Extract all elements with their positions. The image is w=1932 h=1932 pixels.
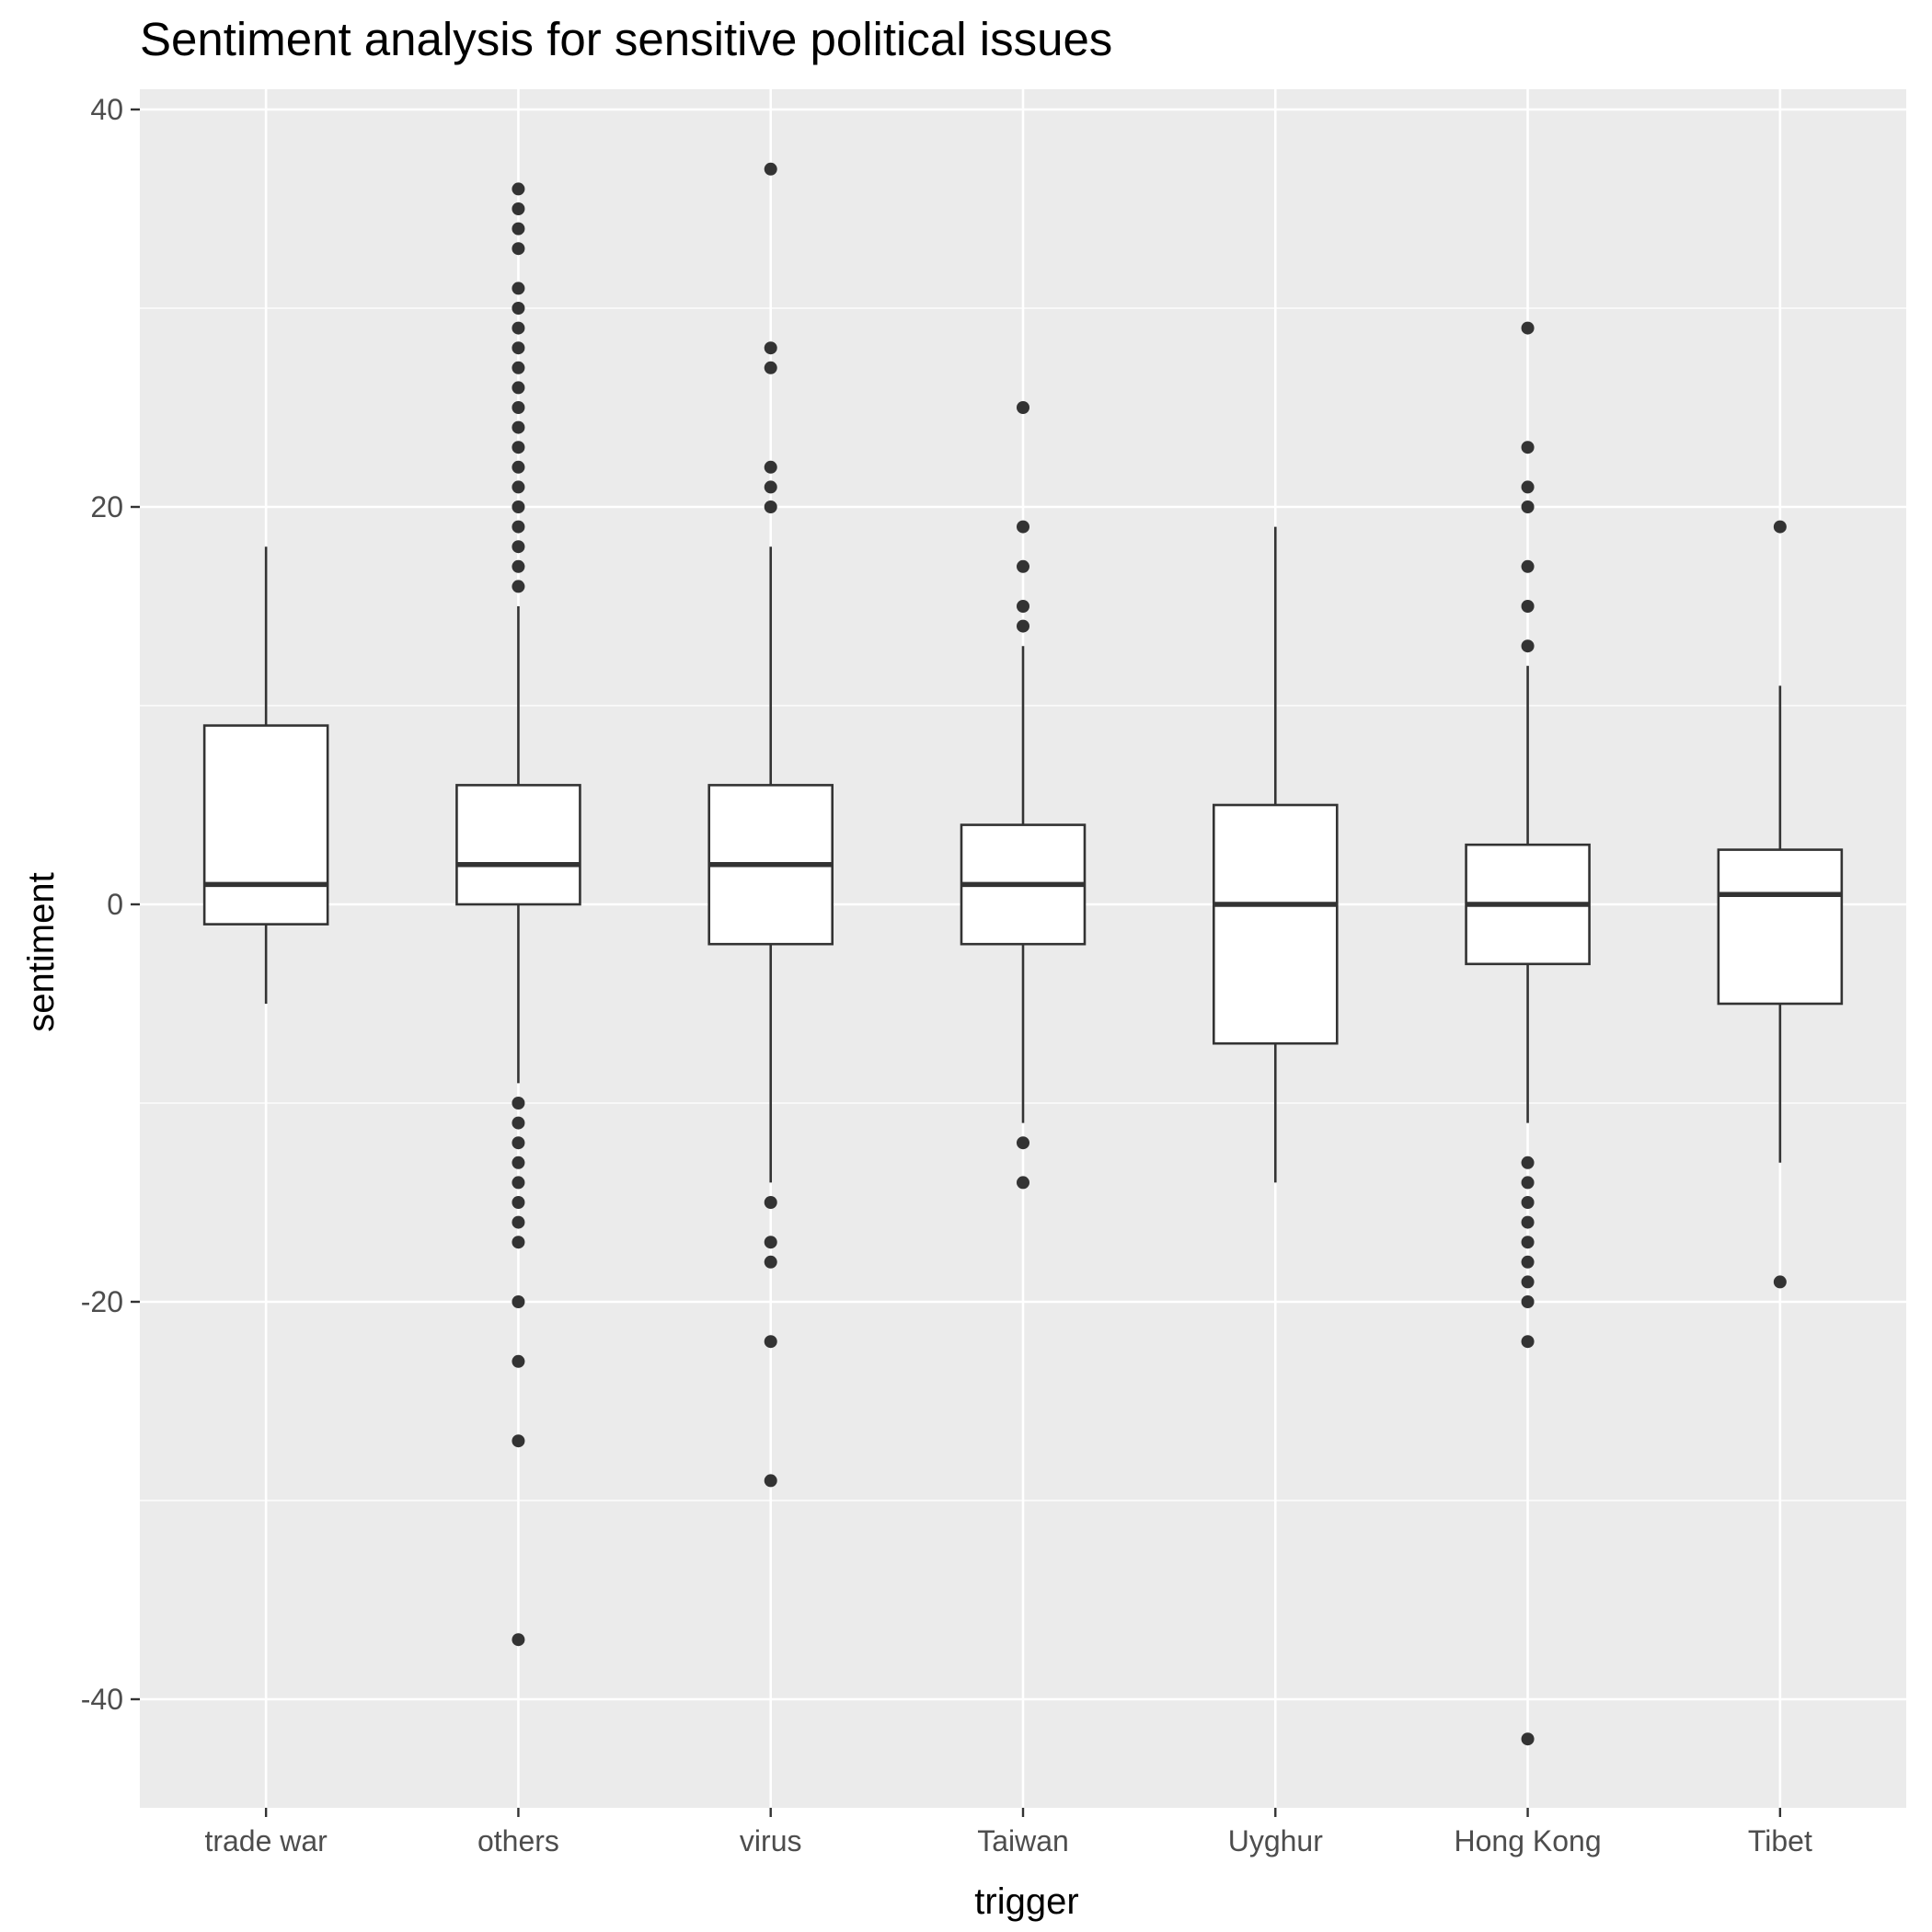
- outlier-point: [1521, 1732, 1535, 1746]
- outlier-point: [512, 302, 525, 315]
- outlier-point: [764, 361, 777, 374]
- outlier-point: [512, 1116, 525, 1130]
- y-axis-title: sentiment: [21, 872, 62, 1031]
- outlier-point: [512, 1136, 525, 1150]
- outlier-point: [1521, 1236, 1535, 1249]
- outlier-point: [1521, 441, 1535, 454]
- outlier-point: [764, 1196, 777, 1209]
- box-others: [455, 182, 581, 1647]
- outlier-point: [512, 540, 525, 554]
- outlier-point: [764, 1255, 777, 1269]
- box-hong-kong: [1465, 321, 1591, 1746]
- outlier-point: [512, 1295, 525, 1308]
- outlier-point: [1521, 559, 1535, 573]
- outlier-point: [1521, 600, 1535, 613]
- outlier-point: [512, 1215, 525, 1229]
- x-tick-label: virus: [740, 1824, 802, 1857]
- outlier-point: [1017, 1136, 1029, 1150]
- outlier-point: [512, 1176, 525, 1190]
- outlier-point: [764, 480, 777, 494]
- box-body: [202, 724, 329, 926]
- x-tick-label: Uyghur: [1228, 1824, 1324, 1857]
- outlier-point: [512, 500, 525, 513]
- box-body: [1212, 803, 1339, 1045]
- outlier-point: [1521, 321, 1535, 335]
- outlier-point: [1521, 1275, 1535, 1289]
- box-plots: [202, 162, 1844, 1746]
- outlier-point: [1521, 480, 1535, 494]
- outlier-point: [1521, 1255, 1535, 1269]
- outlier-point: [764, 460, 777, 474]
- outlier-point: [512, 559, 525, 573]
- outlier-point: [512, 381, 525, 395]
- outlier-point: [1521, 500, 1535, 513]
- outlier-point: [1521, 1156, 1535, 1169]
- outlier-point: [1773, 520, 1787, 534]
- outlier-point: [1017, 520, 1029, 534]
- outlier-point: [1773, 1275, 1787, 1289]
- outlier-point: [512, 282, 525, 295]
- box-body: [1717, 848, 1844, 1006]
- outlier-point: [512, 580, 525, 593]
- outlier-point: [764, 1335, 777, 1349]
- outlier-point: [512, 441, 525, 454]
- y-tick-label: 0: [107, 888, 123, 921]
- outlier-point: [512, 1196, 525, 1209]
- outlier-point: [764, 1474, 777, 1488]
- outlier-point: [764, 341, 777, 355]
- outlier-point: [512, 1633, 525, 1647]
- outlier-point: [1521, 1176, 1535, 1190]
- box-uyghur: [1212, 526, 1339, 1183]
- outlier-point: [1521, 1196, 1535, 1209]
- outlier-point: [1017, 401, 1029, 414]
- outlier-point: [512, 341, 525, 355]
- x-tick-label: trade war: [204, 1824, 328, 1857]
- box-body: [455, 784, 581, 906]
- x-axis-title: trigger: [974, 1881, 1078, 1922]
- outlier-point: [1017, 600, 1029, 613]
- x-tick-label: Tibet: [1748, 1824, 1812, 1857]
- outlier-point: [1017, 559, 1029, 573]
- outlier-point: [512, 202, 525, 215]
- outlier-point: [512, 361, 525, 374]
- outlier-point: [512, 401, 525, 414]
- box-taiwan: [960, 401, 1087, 1190]
- outlier-point: [512, 1236, 525, 1249]
- outlier-point: [1017, 1176, 1029, 1190]
- outlier-point: [512, 1354, 525, 1368]
- outlier-point: [512, 520, 525, 534]
- outlier-point: [1521, 1215, 1535, 1229]
- chart-title: Sentiment analysis for sensitive politic…: [140, 13, 1112, 65]
- outlier-point: [764, 162, 777, 176]
- box-trade-war: [202, 546, 329, 1004]
- axes: -40 -20 0 20 40 trade war others virus Taiwan Uyg…: [81, 93, 1812, 1857]
- outlier-point: [512, 1434, 525, 1448]
- outlier-point: [1017, 619, 1029, 633]
- box-virus: [707, 162, 834, 1488]
- box-tibet: [1717, 520, 1844, 1289]
- outlier-point: [512, 321, 525, 335]
- y-tick-label: 40: [90, 93, 123, 126]
- outlier-point: [512, 480, 525, 494]
- outlier-point: [512, 1097, 525, 1110]
- outlier-point: [1521, 1295, 1535, 1308]
- x-tick-label: Hong Kong: [1455, 1824, 1602, 1857]
- outlier-point: [512, 182, 525, 196]
- y-tick-label: -40: [81, 1683, 123, 1716]
- x-tick-label: Taiwan: [977, 1824, 1069, 1857]
- y-tick-label: 20: [90, 490, 123, 523]
- outlier-point: [512, 1156, 525, 1169]
- outlier-point: [512, 420, 525, 434]
- outlier-point: [512, 222, 525, 236]
- outlier-point: [764, 500, 777, 513]
- outlier-point: [1521, 1335, 1535, 1349]
- outlier-point: [512, 460, 525, 474]
- x-tick-label: others: [477, 1824, 559, 1857]
- outlier-point: [764, 1236, 777, 1249]
- y-tick-label: -20: [81, 1285, 123, 1318]
- outlier-point: [1521, 639, 1535, 653]
- outlier-point: [512, 242, 525, 256]
